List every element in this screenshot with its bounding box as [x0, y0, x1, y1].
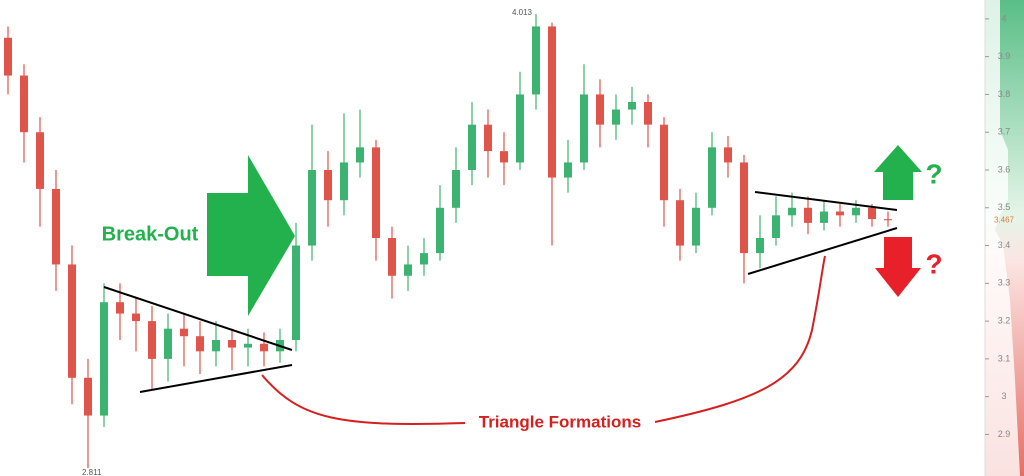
y-tick-label: 3.8 — [998, 89, 1011, 99]
trendline — [139, 364, 293, 393]
price-label: 2.811 — [82, 468, 102, 476]
y-tick-label: 3.7 — [998, 127, 1011, 137]
candle-body — [452, 170, 460, 208]
y-tick-label: 4 — [1001, 13, 1006, 23]
y-tick-label: 2.9 — [998, 429, 1011, 439]
trendline — [103, 286, 293, 351]
trendline — [747, 227, 898, 275]
candle-body — [180, 328, 188, 337]
candle-body — [516, 94, 524, 163]
candle-body — [644, 102, 652, 125]
candle-body — [84, 377, 92, 416]
candle-body — [820, 211, 828, 223]
candle-body — [356, 147, 364, 163]
candle-body — [68, 264, 76, 378]
candle-body — [292, 245, 300, 340]
candle-body — [484, 124, 492, 152]
candle-body — [36, 132, 44, 189]
candle-body — [404, 264, 412, 276]
candle-body — [244, 343, 252, 348]
up-arrow — [874, 145, 922, 200]
candle-body — [372, 147, 380, 238]
candle-body — [308, 170, 316, 246]
candle-body — [388, 238, 396, 276]
annotation: Triangle Formations — [479, 412, 641, 431]
candle-body — [692, 207, 700, 246]
candle-body — [548, 26, 556, 178]
y-tick-label: 3.3 — [998, 278, 1011, 288]
y-tick-label: 3.9 — [998, 51, 1011, 61]
candle-body — [740, 162, 748, 254]
candle-body — [708, 147, 716, 208]
candle-body — [596, 94, 604, 125]
candle-body — [468, 124, 476, 170]
candle-body — [164, 328, 172, 359]
candle-body — [340, 162, 348, 201]
candle-body — [868, 207, 876, 220]
candle-body — [52, 188, 60, 265]
candle-body — [20, 75, 28, 133]
y-tick-label: 3.1 — [998, 353, 1011, 363]
candle-body — [676, 200, 684, 246]
candle-body — [884, 219, 892, 221]
connector — [654, 255, 826, 423]
y-tick-label: 3 — [1001, 391, 1006, 401]
annotation: ? — [925, 248, 942, 279]
candle-body — [500, 151, 508, 163]
annotation: ? — [925, 158, 942, 189]
candle-body — [532, 26, 540, 95]
candle-body — [436, 207, 444, 254]
candle-body — [4, 37, 12, 76]
price-label: 4.013 — [512, 8, 533, 17]
down-arrow — [875, 237, 921, 297]
trendline — [754, 191, 898, 211]
candle-body — [836, 211, 844, 216]
candle-body — [580, 94, 588, 163]
candle-body — [612, 109, 620, 125]
y-tick-label: 3.4 — [998, 240, 1011, 250]
connector — [261, 374, 466, 425]
candle-body — [260, 343, 268, 352]
candle-body — [772, 215, 780, 238]
candle-body — [148, 321, 156, 359]
axis-profile — [985, 0, 1020, 476]
candle-body — [804, 207, 812, 223]
candle-body — [228, 340, 236, 348]
candle-body — [788, 207, 796, 216]
annotation: Break-Out — [102, 223, 199, 245]
candle-body — [116, 302, 124, 314]
candle-body — [660, 124, 668, 201]
candle-body — [196, 336, 204, 352]
candle-body — [100, 302, 108, 416]
candle-body — [132, 313, 140, 322]
candle-body — [420, 253, 428, 265]
candle-body — [756, 238, 764, 254]
candle-body — [564, 162, 572, 178]
candle-body — [724, 147, 732, 163]
candle-body — [324, 170, 332, 201]
candle-body — [852, 207, 860, 216]
price-label: 3.467 — [994, 215, 1015, 224]
breakout-arrow — [207, 155, 295, 316]
candle-body — [628, 102, 636, 110]
y-tick-label: 3.5 — [998, 202, 1011, 212]
y-tick-label: 3.2 — [998, 315, 1011, 325]
candle-body — [212, 340, 220, 352]
y-tick-label: 3.6 — [998, 164, 1011, 174]
